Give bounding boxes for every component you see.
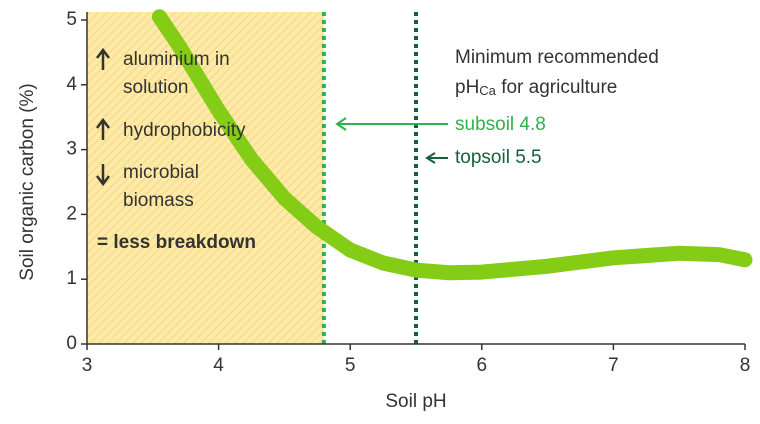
- y-tick-label: 4: [66, 74, 77, 95]
- reference-label: subsoil 4.8: [455, 114, 546, 135]
- note-subscript: Ca: [479, 83, 496, 98]
- reference-label: topsoil 5.5: [455, 147, 542, 168]
- data-line: [151, 9, 753, 281]
- effect: hydrophobicity: [123, 120, 246, 141]
- down-arrow: [96, 164, 110, 187]
- y-axis-label: Soil organic carbon (%): [17, 83, 38, 280]
- x-axis-label: Soil pH: [385, 391, 446, 412]
- effect: solution: [123, 77, 189, 98]
- up-arrow: [96, 117, 110, 140]
- up-arrow: [96, 47, 110, 70]
- x-tick-label: 4: [213, 355, 224, 376]
- x-tick-label: 8: [740, 355, 751, 376]
- note-rest: for agriculture: [496, 77, 617, 98]
- note-title: pHCa for agriculture: [455, 77, 617, 98]
- effect: aluminium in: [123, 49, 230, 70]
- x-tick-label: 5: [345, 355, 356, 376]
- y-tick-label: 1: [66, 268, 77, 289]
- x-tick-label: 6: [477, 355, 488, 376]
- shaded-region: [87, 12, 324, 344]
- x-tick-label: 3: [82, 355, 93, 376]
- y-tick-label: 3: [66, 139, 77, 160]
- effect: microbial: [123, 162, 199, 183]
- conclusion: = less breakdown: [97, 232, 256, 253]
- x-tick-label: 7: [608, 355, 619, 376]
- note-title: Minimum recommended: [455, 47, 659, 68]
- effect: biomass: [123, 190, 194, 211]
- y-tick-label: 5: [66, 9, 77, 30]
- y-tick-label: 0: [66, 333, 77, 354]
- note-ph: pH: [455, 77, 479, 98]
- arrow: [335, 117, 448, 131]
- arrow: [425, 152, 448, 164]
- y-tick-label: 2: [66, 203, 77, 224]
